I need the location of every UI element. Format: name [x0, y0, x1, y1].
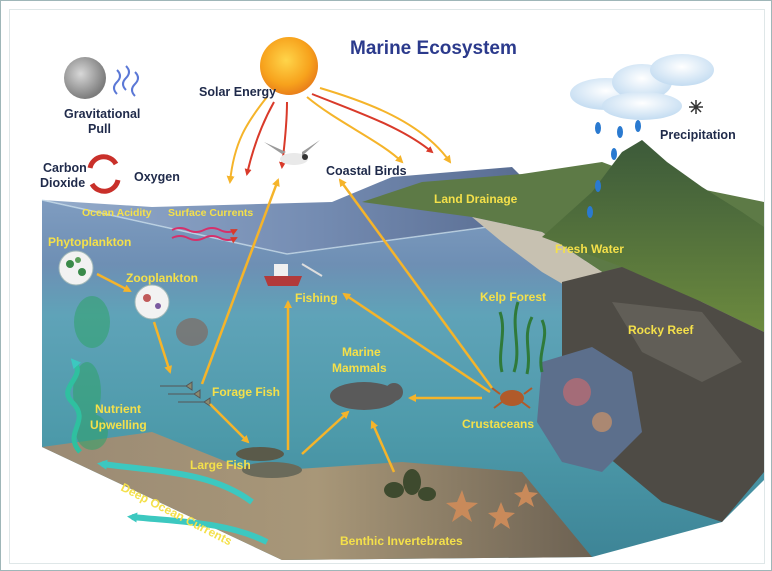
seal-icon [330, 382, 403, 410]
zooplankton-circle [134, 284, 170, 320]
snowflake-icon [689, 100, 703, 114]
label-marine-mammals: Mammals [332, 361, 387, 375]
label-rocky-reef: Rocky Reef [628, 323, 694, 337]
label-kelp-forest: Kelp Forest [480, 290, 546, 304]
marine-ecosystem-diagram: Marine Ecosystem Solar Energy Gravitatio… [40, 37, 764, 560]
food-web-arrows [96, 178, 494, 473]
mussel-icon [384, 469, 436, 501]
label-upwelling: Upwelling [90, 418, 147, 432]
label-gravitational-pull: Pull [88, 122, 111, 136]
label-gravitational: Gravitational [64, 107, 140, 121]
moon-icon [64, 57, 106, 99]
label-ocean-acidity: Ocean Acidity [82, 207, 152, 219]
fish-icon [160, 381, 211, 407]
label-nutrient: Nutrient [95, 402, 141, 416]
label-land-drainage: Land Drainage [434, 192, 518, 206]
deep-current-arrow-1 [97, 459, 254, 505]
surface-currents-arrows [171, 227, 238, 244]
cloud-icon [570, 54, 714, 120]
label-benthic-invertebrates: Benthic Invertebrates [340, 534, 463, 548]
bird-icon [264, 140, 320, 165]
label-large-fish: Large Fish [190, 458, 251, 472]
label-oxygen: Oxygen [134, 170, 180, 184]
label-precipitation: Precipitation [660, 128, 736, 142]
sea-floor [42, 432, 592, 560]
label-carbon-dioxide: Dioxide [40, 176, 85, 190]
label-carbon: Carbon [43, 161, 87, 175]
label-surface-currents: Surface Currents [168, 207, 253, 219]
label-fishing: Fishing [295, 291, 338, 305]
phytoplankton-cloud [73, 296, 110, 450]
gravitational-waves [113, 65, 139, 97]
crab-icon [491, 387, 533, 409]
kelp-icon [498, 301, 547, 375]
label-crustaceans: Crustaceans [462, 417, 534, 431]
label-phytoplankton: Phytoplankton [48, 235, 131, 249]
cycle-arrows-icon [87, 154, 121, 194]
large-fish-icon [236, 447, 302, 478]
solar-rays [226, 87, 452, 184]
surface-edge [41, 199, 563, 255]
label-fresh-water: Fresh Water [555, 242, 624, 256]
label-forage-fish: Forage Fish [212, 385, 280, 399]
sun-icon [260, 37, 318, 95]
label-zooplankton: Zooplankton [126, 271, 198, 285]
deep-current-arrow-2 [127, 512, 269, 545]
diagram-title: Marine Ecosystem [350, 38, 517, 59]
phytoplankton-circle [58, 250, 94, 286]
nutrient-upwelling-arrow [65, 358, 82, 454]
raindrop-icon [587, 120, 641, 218]
coral [537, 347, 642, 472]
zooplankton-cloud [176, 318, 208, 346]
boat-icon [264, 263, 323, 286]
label-marine: Marine [342, 345, 381, 359]
starfish-icon [446, 483, 538, 529]
label-coastal-birds: Coastal Birds [326, 164, 407, 178]
diagram-panel: Marine Ecosystem Solar Energy Gravitatio… [9, 9, 765, 564]
label-solar-energy: Solar Energy [199, 85, 276, 99]
